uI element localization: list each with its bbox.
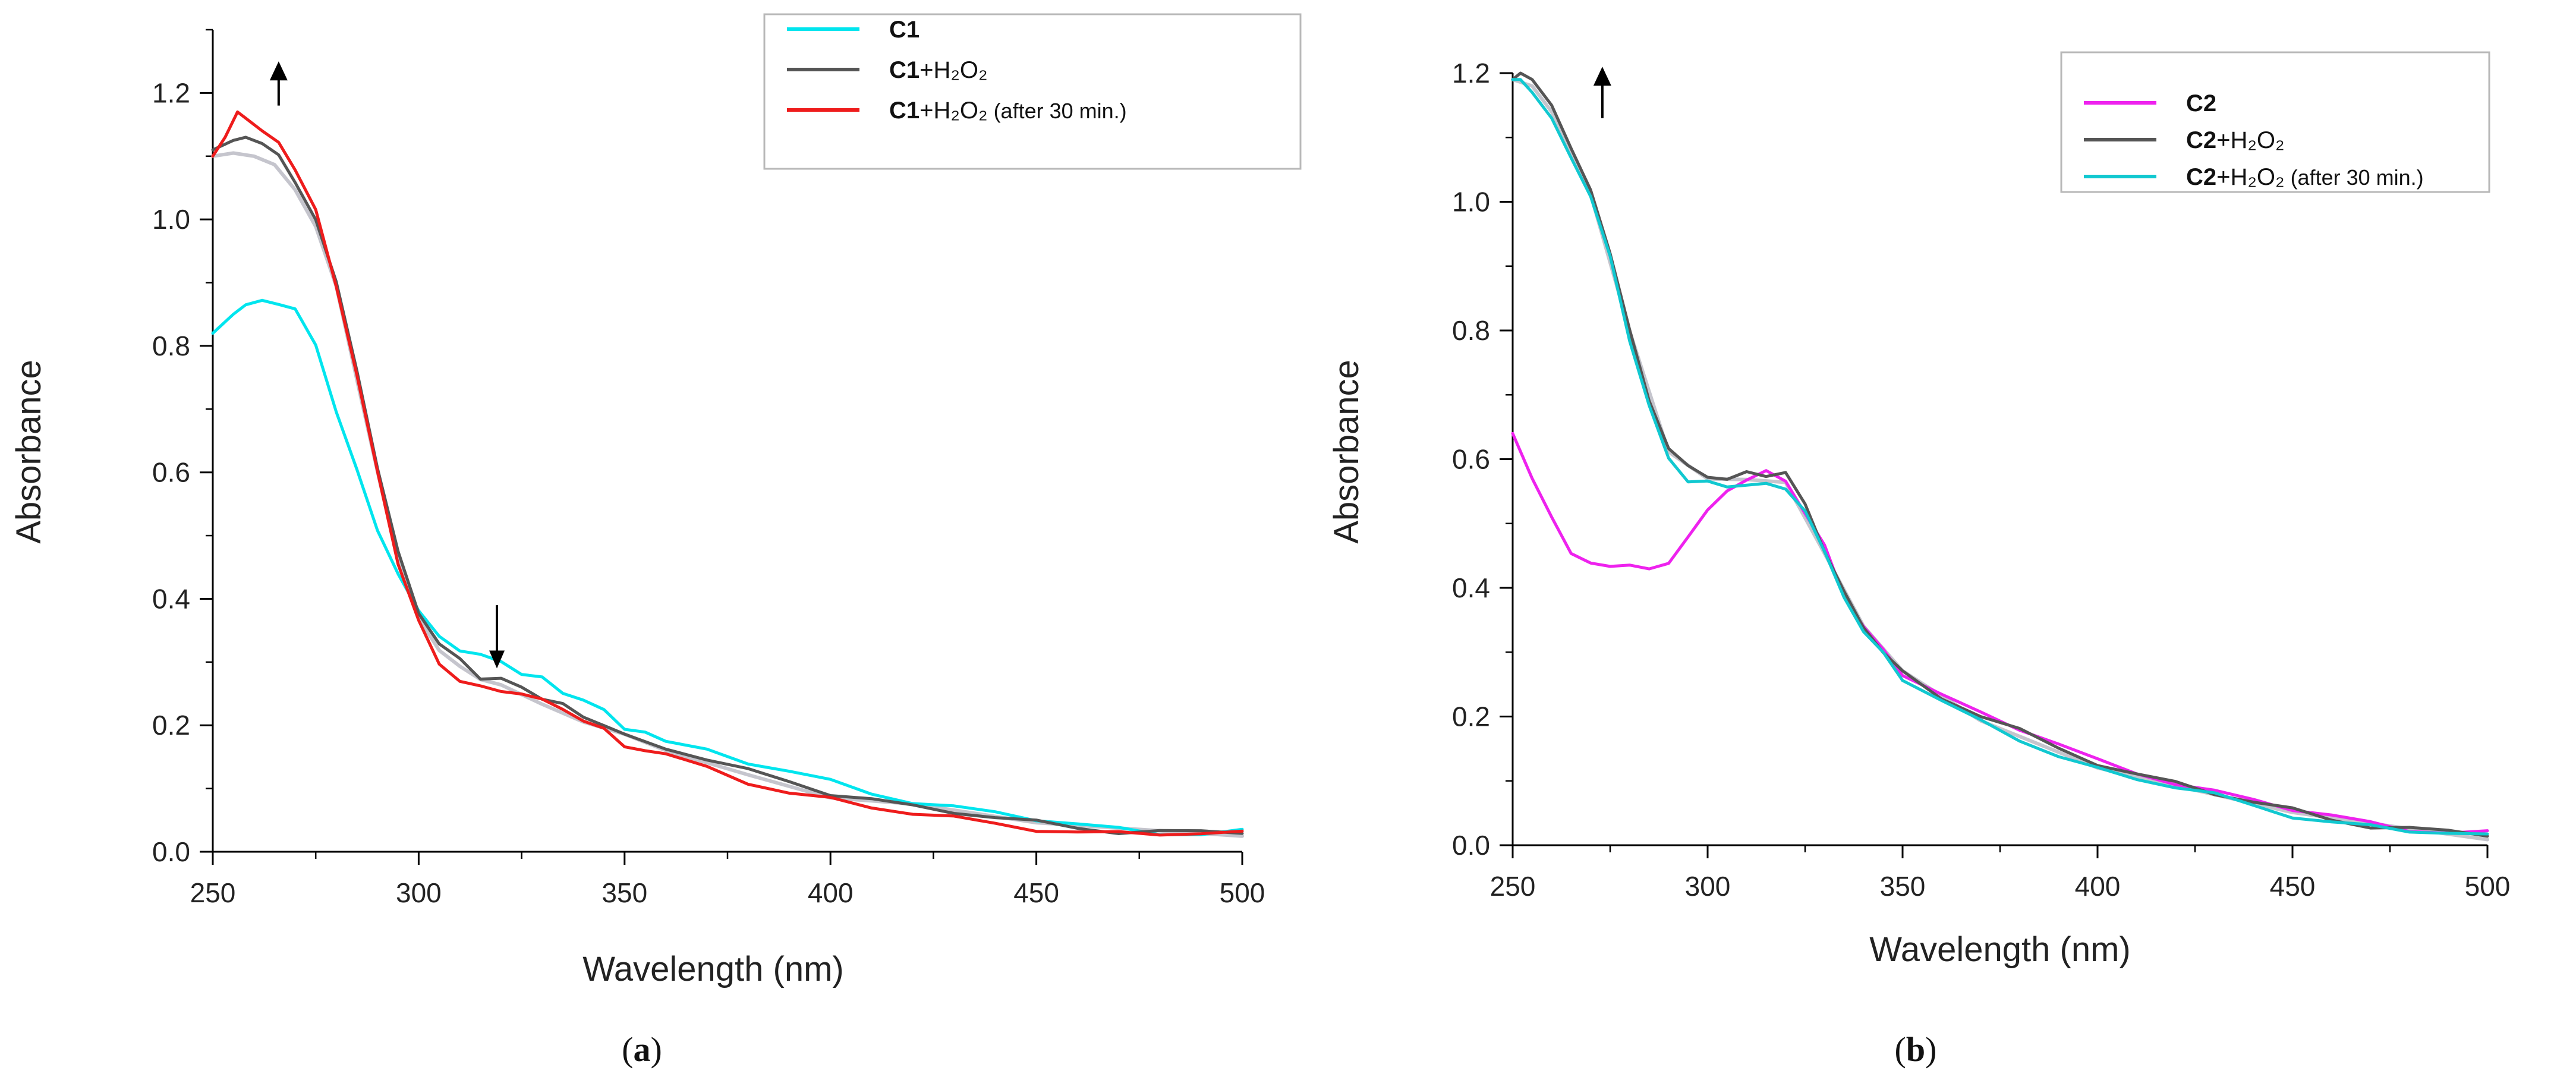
x-tick-label: 500 xyxy=(1220,877,1265,908)
down-arrow xyxy=(489,605,505,669)
x-tick-label: 350 xyxy=(1880,871,1926,902)
y-tick-label: 0.6 xyxy=(152,457,190,488)
legend-item: C1+H₂O₂ (after 30 min.) xyxy=(787,97,1127,124)
x-tick-label: 450 xyxy=(2270,871,2316,902)
y-tick-label: 0.2 xyxy=(1452,701,1490,732)
y-tick-label: 0.2 xyxy=(152,710,190,741)
y-tick-label: 0.8 xyxy=(1452,315,1490,346)
panel-label: (b) xyxy=(1895,1030,1937,1069)
series-line-intermediate-scans xyxy=(1511,77,2489,842)
legend-label: C2+H₂O₂ (after 30 min.) xyxy=(2186,164,2424,190)
legend-label: C2+H₂O₂ xyxy=(2186,127,2285,153)
y-tick-label: 1.0 xyxy=(152,204,190,235)
x-tick-label: 400 xyxy=(808,877,854,908)
series-line-c1 xyxy=(211,298,1244,836)
legend-item: C2+H₂O₂ xyxy=(2084,127,2285,153)
legend-label-bold: C2 xyxy=(2186,164,2216,190)
x-tick-label: 300 xyxy=(396,877,442,908)
x-tick-label: 300 xyxy=(1685,871,1731,902)
panel-label-open: ( xyxy=(1895,1030,1906,1069)
y-tick-label: 0.4 xyxy=(1452,572,1490,603)
x-tick-label: 400 xyxy=(2075,871,2121,902)
legend-label-bold: C1 xyxy=(889,57,919,83)
series-line-c1-h2o2-after-30-min xyxy=(211,110,1244,837)
y-tick-label: 1.2 xyxy=(1452,58,1490,89)
legend-label-suffix: +H₂O₂ xyxy=(919,57,987,83)
legend-label-suffix: +H₂O₂ xyxy=(2216,127,2284,153)
x-tick-label: 500 xyxy=(2465,871,2511,902)
x-tick-label: 350 xyxy=(602,877,647,908)
legend-label-note: (after 30 min.) xyxy=(2285,165,2424,190)
y-axis-title: Absorbance xyxy=(1327,360,1366,544)
legend-box xyxy=(763,13,1302,170)
y-tick-label: 1.0 xyxy=(1452,187,1490,218)
arrow-head xyxy=(1593,67,1611,86)
y-tick-label: 0.4 xyxy=(152,583,190,614)
panel-label-close: ) xyxy=(1925,1030,1936,1069)
legend-item: C2 xyxy=(2084,90,2216,116)
legend-label: C1+H₂O₂ (after 30 min.) xyxy=(889,97,1127,124)
x-tick-label: 250 xyxy=(190,877,236,908)
legend-label-bold: C2 xyxy=(2186,90,2216,116)
x-tick-label: 250 xyxy=(1490,871,1536,902)
legend-item: C2+H₂O₂ (after 30 min.) xyxy=(2084,164,2424,190)
legend-label: C2 xyxy=(2186,90,2216,116)
chart-panel-b: 250 300 350 400 450 500 0.0 0.2 0.4 0.6 0.8 1.0 1.2 W… xyxy=(1327,51,2511,1069)
arrow-head xyxy=(269,61,288,81)
y-tick-label: 0.8 xyxy=(152,330,190,361)
chart-panel-a: 250 300 350 400 450 500 0.0 0.2 0.4 0.6 0.8 1.0 1.2 W… xyxy=(10,13,1302,1069)
y-tick-label: 0.0 xyxy=(1452,830,1490,861)
legend-item: C1 xyxy=(787,17,919,43)
panel-label-close: ) xyxy=(651,1030,662,1069)
panel-label-open: ( xyxy=(622,1030,633,1069)
x-axis-title: Wavelength (nm) xyxy=(582,950,843,988)
legend-label-suffix: +H₂O₂ xyxy=(919,97,987,124)
legend-label-bold: C1 xyxy=(889,97,919,124)
panel-label: (a) xyxy=(622,1030,662,1069)
y-tick-label: 0.6 xyxy=(1452,444,1490,475)
legend-label: C1+H₂O₂ xyxy=(889,57,988,83)
series-line-intermediate-scans xyxy=(211,151,1244,838)
panel-label-letter: b xyxy=(1906,1030,1925,1069)
x-axis-title: Wavelength (nm) xyxy=(1869,930,2130,969)
legend-label-suffix: +H₂O₂ xyxy=(2216,164,2284,190)
y-axis-title: Absorbance xyxy=(10,360,48,544)
y-tick-label: 1.2 xyxy=(152,77,190,108)
legend-label-note: (after 30 min.) xyxy=(988,99,1127,123)
x-tick-label: 450 xyxy=(1013,877,1059,908)
y-tick-label: 0.0 xyxy=(152,836,190,867)
panel-label-letter: a xyxy=(634,1030,651,1069)
arrow-head xyxy=(489,650,505,669)
legend-box xyxy=(2060,51,2490,193)
up-arrow xyxy=(1593,67,1611,118)
series-line-c2-h2o2-after-30-min xyxy=(1511,78,2489,836)
legend-label-bold: C2 xyxy=(2186,127,2216,153)
legend-label: C1 xyxy=(889,17,919,43)
legend-item: C1+H₂O₂ xyxy=(787,57,988,83)
up-arrow xyxy=(269,61,288,106)
legend-label-bold: C1 xyxy=(889,17,919,43)
series-line-c1-h2o2 xyxy=(211,136,1244,835)
